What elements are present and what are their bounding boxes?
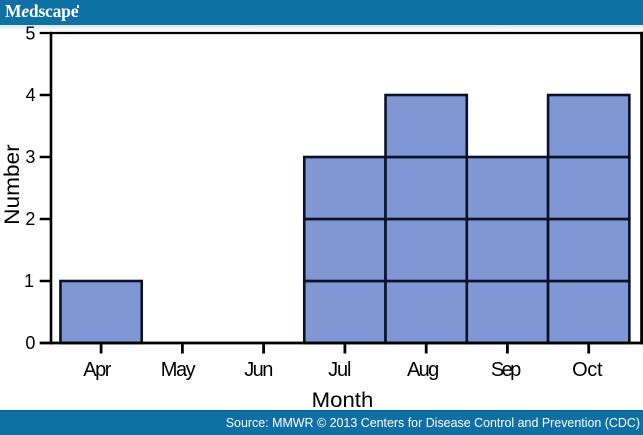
svg-text:Oct: Oct [572,359,603,381]
svg-text:Month: Month [312,388,374,412]
svg-text:Jul: Jul [328,359,351,381]
svg-text:2: 2 [25,209,35,229]
svg-text:Sep: Sep [491,359,521,381]
svg-text:Jun: Jun [244,359,273,381]
svg-text:4: 4 [26,85,36,105]
svg-text:Aug: Aug [407,359,439,381]
svg-text:1: 1 [24,271,34,291]
svg-text:May: May [161,359,196,381]
svg-text:0: 0 [25,333,35,353]
svg-text:5: 5 [25,24,35,44]
svg-text:Apr: Apr [83,359,112,381]
svg-text:3: 3 [25,147,35,167]
svg-text:Number: Number [1,144,24,225]
